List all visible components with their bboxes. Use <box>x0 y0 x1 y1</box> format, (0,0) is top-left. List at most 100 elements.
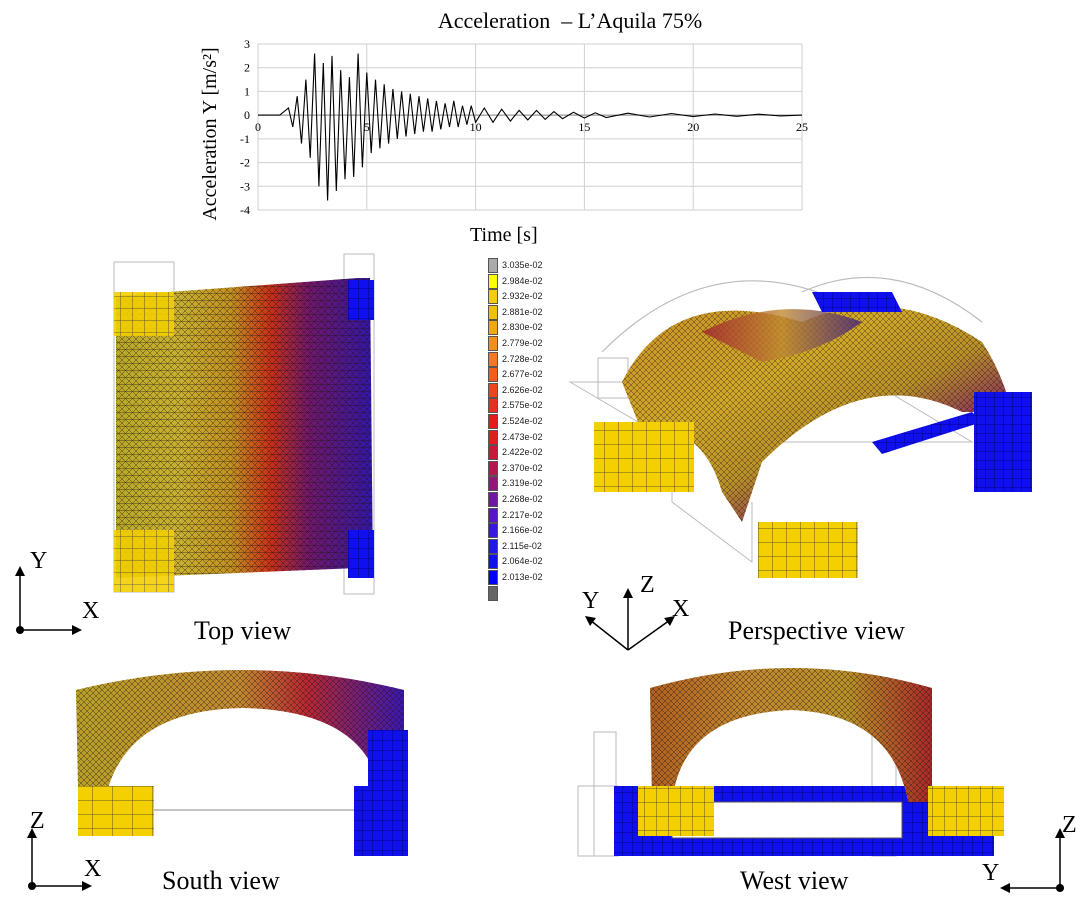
west-axis-z-label: Z <box>1062 812 1077 838</box>
perspective-view-model <box>568 276 1032 578</box>
legend-swatch <box>488 320 498 336</box>
legend-entry: 2.984e-02 <box>484 273 594 289</box>
chart-title: Acceleration – L’Aquila 75% <box>437 8 703 33</box>
legend-swatch <box>488 304 498 320</box>
legend-swatch <box>488 570 498 585</box>
chart-y-tick-label: -1 <box>240 132 250 146</box>
legend-value: 2.575e-02 <box>502 400 543 411</box>
legend-swatch <box>488 476 498 492</box>
legend-swatch <box>488 336 498 351</box>
chart-x-tick-label: 10 <box>470 120 482 134</box>
legend-swatch <box>488 258 498 273</box>
legend-entry: 2.422e-02 <box>484 445 594 461</box>
legend-swatch <box>488 382 498 398</box>
top-axis-y-label: Y <box>30 548 48 574</box>
legend-value: 2.473e-02 <box>502 431 543 442</box>
west-view-axis-triad <box>1000 828 1065 893</box>
legend-entry: 2.115e-02 <box>484 538 594 554</box>
chart-x-tick-labels: 0 5 10 15 20 25 <box>255 120 808 134</box>
top-view-axis-triad <box>15 566 82 635</box>
legend-entry: 2.881e-02 <box>484 304 594 320</box>
chart-y-tick-label: -2 <box>240 156 250 170</box>
legend-swatch <box>488 460 498 476</box>
perspective-axis-z-label: Z <box>640 572 655 598</box>
legend-value: 2.370e-02 <box>502 462 543 473</box>
legend-entry: 2.473e-02 <box>484 429 594 445</box>
legend-swatch <box>488 445 498 461</box>
legend-swatch <box>488 585 498 601</box>
legend-entry: 2.677e-02 <box>484 367 594 383</box>
legend-swatch <box>488 538 498 554</box>
legend-entry: 2.166e-02 <box>484 523 594 539</box>
legend-entry: 2.370e-02 <box>484 460 594 476</box>
legend-entry: 2.217e-02 <box>484 507 594 523</box>
top-axis-x-label: X <box>82 598 100 624</box>
legend-value: 2.830e-02 <box>502 322 543 333</box>
chart-y-tick-label: 0 <box>244 108 250 122</box>
legend-swatch <box>488 507 498 523</box>
legend-entry: 3.035e-02 <box>484 258 594 273</box>
perspective-view-axis-triad <box>585 588 675 651</box>
legend-entry: 2.575e-02 <box>484 398 594 414</box>
legend-swatch <box>488 492 498 507</box>
chart-x-tick-label: 20 <box>687 120 699 134</box>
legend-value: 2.677e-02 <box>502 369 543 380</box>
chart-y-tick-label: -3 <box>240 179 250 193</box>
chart-y-tick-label: 1 <box>244 84 250 98</box>
chart-y-tick-label: -4 <box>240 203 250 217</box>
chart-y-tick-label: 3 <box>244 37 250 51</box>
west-axis-y-label: Y <box>982 860 1000 886</box>
legend-swatch <box>488 398 498 414</box>
perspective-view-label: Perspective view <box>728 616 905 645</box>
legend-value: 2.166e-02 <box>502 525 543 536</box>
legend-entry: 2.268e-02 <box>484 492 594 507</box>
legend-value: 2.932e-02 <box>502 291 543 302</box>
legend-value: 2.626e-02 <box>502 384 543 395</box>
legend-value: 2.728e-02 <box>502 353 543 364</box>
south-axis-x-label: X <box>84 856 102 882</box>
chart-x-tick-label: 5 <box>364 120 370 134</box>
legend-value: 3.035e-02 <box>502 260 543 270</box>
legend-value: 2.881e-02 <box>502 306 543 317</box>
legend-value: 2.524e-02 <box>502 416 543 426</box>
south-axis-z-label: Z <box>30 808 45 834</box>
legend-value: 2.064e-02 <box>502 556 543 567</box>
legend-swatch <box>488 414 498 429</box>
legend-swatch <box>488 523 498 539</box>
perspective-axis-y-label: Y <box>582 588 600 614</box>
acceleration-series-line <box>258 53 803 201</box>
legend-under-swatch <box>484 585 594 601</box>
legend-entry: 2.626e-02 <box>484 382 594 398</box>
legend-value: 2.422e-02 <box>502 447 543 458</box>
south-view-model <box>76 670 408 856</box>
legend-value: 2.217e-02 <box>502 509 543 520</box>
legend-value: 2.115e-02 <box>502 540 542 551</box>
chart-grid <box>257 43 803 211</box>
legend-value: 2.268e-02 <box>502 494 543 504</box>
south-view-label: South view <box>162 866 280 895</box>
legend-swatch <box>488 273 498 289</box>
legend-entry: 2.064e-02 <box>484 554 594 570</box>
legend-value: 2.319e-02 <box>502 478 543 489</box>
west-view-label: West view <box>740 866 849 895</box>
chart-x-axis-label: Time [s] <box>470 224 538 246</box>
legend-value: 2.984e-02 <box>502 275 543 286</box>
chart-x-tick-label: 25 <box>796 120 808 134</box>
legend-entry: 2.013e-02 <box>484 570 594 585</box>
west-view-model <box>577 668 1004 857</box>
legend-entry: 2.830e-02 <box>484 320 594 336</box>
chart-x-tick-label: 15 <box>578 120 590 134</box>
chart-x-tick-label: 0 <box>255 120 261 134</box>
legend-entry: 2.524e-02 <box>484 414 594 429</box>
chart-y-tick-labels: 3 2 1 0 -1 -2 -3 -4 <box>240 37 250 217</box>
legend-entry: 2.779e-02 <box>484 336 594 351</box>
legend-entry: 2.932e-02 <box>484 289 594 305</box>
legend-swatch <box>488 429 498 445</box>
top-view-label: Top view <box>194 616 292 645</box>
top-view-model <box>113 253 375 595</box>
legend-entry: 2.319e-02 <box>484 476 594 492</box>
chart-y-axis-label: Acceleration Y [m/s²] <box>199 47 221 220</box>
legend-value: 2.779e-02 <box>502 338 543 348</box>
color-legend: 3.035e-02 2.984e-02 2.932e-02 2.881e-02 2.83… <box>484 258 594 608</box>
